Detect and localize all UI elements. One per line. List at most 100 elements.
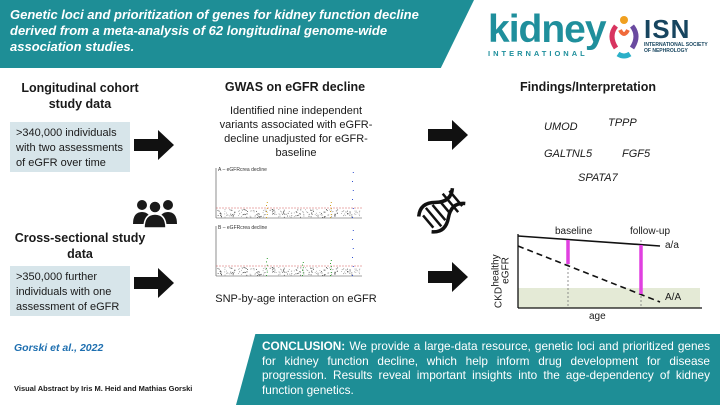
manhattan-point [290,215,292,217]
manhattan-point [332,268,334,270]
manhattan-point [332,210,334,212]
manhattan-point [310,274,312,276]
manhattan-point [335,210,337,212]
manhattan-point [317,215,319,217]
manhattan-point [317,272,319,274]
manhattan-point [262,270,264,272]
manhattan-point [250,274,252,276]
manhattan-point [307,270,309,272]
manhattan-point [254,214,256,216]
manhattan-peak-point [266,211,267,212]
manhattan-point [232,272,234,274]
manhattan-point [327,272,329,274]
manhattan-point [284,213,285,215]
manhattan-point [258,274,260,276]
manhattan-point [279,213,281,215]
manhattan-point [323,274,325,276]
manhattan-point [300,274,302,276]
manhattan-point [246,271,248,273]
egfr-decline-diagram [517,234,702,309]
manhattan-point [283,209,285,211]
manhattan-point [272,210,274,212]
manhattan-point [257,213,259,214]
manhattan-peak-point [266,208,268,209]
manhattan-point [344,213,346,215]
manhattan-point [224,210,226,212]
manhattan-point [262,212,264,214]
manhattan-point [262,209,264,211]
manhattan-point [231,209,233,211]
manhattan-peak-point [330,214,332,215]
manhattan-point [291,272,293,274]
label-AA: A/A [665,292,682,303]
manhattan-point [299,213,301,214]
manhattan-peak-point [352,239,353,240]
manhattan-point [316,267,318,269]
manhattan-point [334,273,336,275]
manhattan-point [278,267,280,268]
manhattan-point [286,215,288,217]
manhattan-point [264,272,266,274]
manhattan-point [262,267,264,269]
conclusion-label: CONCLUSION: [262,339,346,353]
manhattan-peak-point [330,263,331,264]
manhattan-point [239,213,241,215]
manhattan-point [308,215,310,217]
gene-umod: UMOD [544,121,578,133]
manhattan-point [250,210,252,212]
manhattan-point [278,271,280,273]
manhattan-point [278,213,280,215]
manhattan-peak-point [352,266,354,267]
manhattan-point [293,216,295,218]
manhattan-point [234,211,236,213]
manhattan-point [224,268,226,270]
manhattan-point [322,216,323,218]
manhattan-point [297,215,298,217]
manhattan-point [275,214,277,215]
manhattan-point [283,212,285,214]
manhattan-peak-point [302,264,303,266]
manhattan-point [312,211,314,212]
isn-logo-sub: INTERNATIONAL SOCIETY OF NEPHROLOGY [644,42,708,54]
manhattan-point [265,271,267,273]
manhattan-peak-point [266,258,268,259]
manhattan-peak-point [330,205,331,206]
manhattan-point [278,216,280,218]
manhattan-point [262,216,264,218]
manhattan-point [337,267,339,269]
manhattan-peak-point [266,268,267,270]
manhattan-point [321,272,323,274]
manhattan-point [342,211,344,212]
gene-spata7: SPATA7 [578,172,618,184]
manhattan-point [343,210,345,211]
manhattan-point [358,213,360,215]
cross-sectional-header: Cross-sectional study data [14,231,146,261]
manhattan-point [229,215,231,217]
manhattan-point [272,268,274,270]
manhattan-point [283,211,285,212]
manhattan-point [238,215,239,217]
manhattan-point [246,213,248,215]
manhattan-point [256,268,257,270]
manhattan-point [243,267,245,268]
manhattan-point [272,213,274,215]
title-banner [0,0,474,68]
longitudinal-box: >340,000 individuals with two assessment… [10,122,130,172]
gene-galtnl5: GALTNL5 [544,148,593,160]
manhattan-point [317,273,319,275]
manhattan-point [217,209,219,211]
manhattan-point [283,269,285,271]
manhattan-peak-point [352,275,353,276]
manhattan-point [308,271,310,273]
manhattan-point [241,209,243,211]
manhattan-point [249,274,251,276]
arrow-right-icon [134,268,174,298]
manhattan-point [242,268,243,270]
manhattan-point [249,215,251,217]
manhattan-point [334,272,336,274]
manhattan-point [220,271,222,273]
manhattan-point [312,269,314,270]
manhattan-point [283,211,285,213]
manhattan-point [334,214,336,216]
manhattan-peak-point [352,217,353,218]
